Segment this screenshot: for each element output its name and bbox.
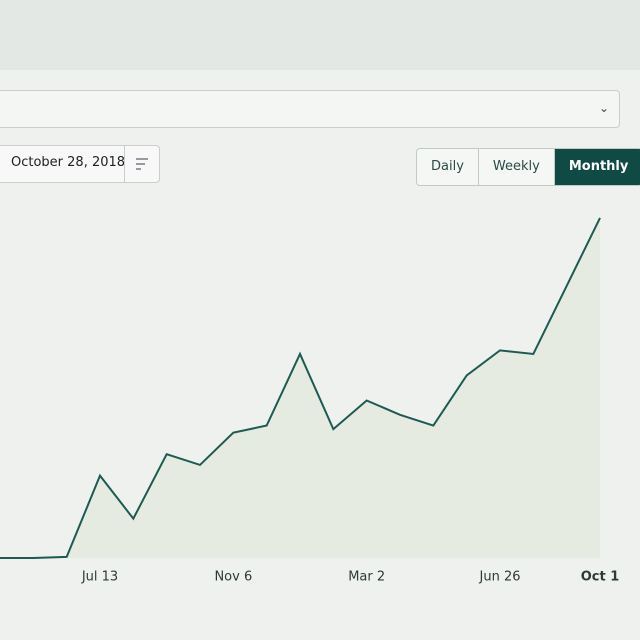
dropdown[interactable]: ⌄	[0, 90, 620, 128]
filter-glyph	[136, 158, 148, 170]
area-fill	[0, 217, 600, 558]
date-text: October 28, 2018	[11, 155, 126, 170]
toggle-button[interactable]: Weekly	[479, 149, 555, 185]
filter-icon[interactable]	[124, 146, 159, 182]
date-field[interactable]: October 28, 2018	[0, 145, 160, 183]
toggle-button[interactable]: Monthly	[554, 149, 640, 185]
top-bar	[0, 0, 640, 70]
toggle-button[interactable]: Daily	[417, 149, 479, 185]
x-tick-label: Mar 2	[348, 570, 385, 585]
chevron: ⌄	[598, 101, 609, 115]
period-toggle: Daily Weekly Monthly	[416, 148, 640, 186]
x-tick-label: Jun 26	[479, 570, 521, 585]
x-tick-label: Nov 6	[214, 570, 252, 585]
x-tick-label: Jul 13	[81, 570, 118, 585]
data-line	[0, 217, 601, 559]
x-tick-label: Oct 1	[581, 570, 620, 585]
